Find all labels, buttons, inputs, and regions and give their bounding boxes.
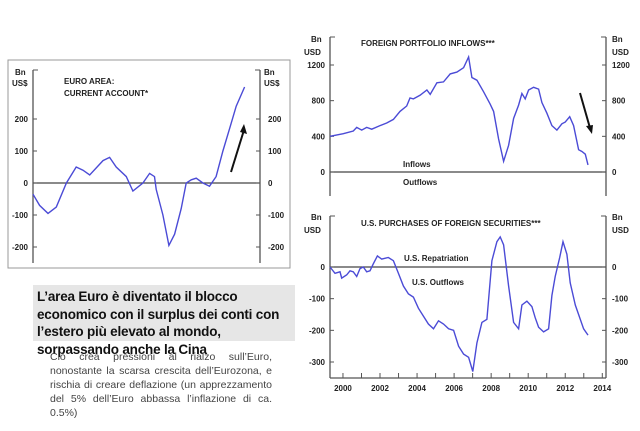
us-purchases-foreign-securities-chart: Bn USD Bn USD U.S. PURCHASES OF FOREIGN …: [304, 213, 629, 393]
body-text: Ciò crea pressioni al rialzo sull’Euro, …: [50, 351, 272, 419]
repatriation-label: U.S. Repatriation: [404, 254, 469, 263]
left-unit-usd: US$: [12, 79, 28, 88]
y-tick-label-right: 400: [612, 132, 626, 141]
inflows-label: Inflows: [403, 160, 431, 169]
down-arrow-head: [586, 125, 593, 134]
left-chart-frame: [7, 59, 291, 269]
y-tick-label-left: 400: [312, 132, 326, 141]
outflows-label: Outflows: [403, 178, 438, 187]
y-tick-label-left: 100: [15, 147, 29, 156]
y-tick-label-right: -100: [612, 295, 629, 304]
y-tick-label-left: -300: [309, 358, 326, 367]
y-tick-label-left: 0: [24, 179, 29, 188]
x-tick-label: 2000: [334, 384, 352, 393]
y-tick-label-right: -100: [268, 211, 285, 220]
x-tick-label: 2002: [371, 384, 389, 393]
chart-title-line1: EURO AREA:: [64, 77, 114, 86]
y-tick-label-left: 1200: [307, 61, 325, 70]
y-tick-label-left: 0: [321, 168, 326, 177]
y-tick-label-right: 800: [612, 97, 626, 106]
y-tick-label-right: -200: [268, 243, 285, 252]
chart-title: U.S. PURCHASES OF FOREIGN SECURITIES***: [361, 219, 541, 228]
y-tick-label-left: -100: [12, 211, 29, 220]
y-tick-label-left: 0: [321, 263, 326, 272]
unit-bn: Bn: [311, 35, 322, 44]
y-tick-label-right: 0: [612, 263, 617, 272]
headline-box: L’area Euro è diventato il blocco econom…: [33, 285, 295, 357]
right-unit-bn: Bn: [264, 68, 275, 77]
up-arrow: [230, 129, 245, 173]
y-tick-label-right: 0: [612, 168, 617, 177]
x-tick-label: 2012: [556, 384, 574, 393]
y-tick-label-right: 0: [268, 179, 273, 188]
right-unit-usd: US$: [264, 79, 280, 88]
unit-bn: Bn: [311, 213, 322, 222]
y-tick-label-left: 800: [312, 97, 326, 106]
y-tick-label-left: -200: [12, 243, 29, 252]
x-tick-label: 2014: [593, 384, 611, 393]
y-tick-label-right: -300: [612, 358, 629, 367]
y-tick-label-right: -200: [612, 326, 629, 335]
x-tick-label: 2004: [408, 384, 426, 393]
x-tick-label: 2008: [482, 384, 500, 393]
y-tick-label-right: 200: [268, 115, 282, 124]
y-tick-label-left: -200: [309, 326, 326, 335]
down-arrow: [579, 92, 591, 129]
series-line: [329, 235, 589, 372]
foreign-portfolio-inflows-chart: Bn USD Bn USD FOREIGN PORTFOLIO INFLOWS*…: [304, 35, 630, 196]
unit-usd: USD: [304, 48, 321, 57]
unit-usd-right: USD: [612, 48, 629, 57]
series-line: [329, 54, 589, 166]
y-tick-label-left: -100: [309, 295, 326, 304]
unit-bn-right: Bn: [612, 35, 623, 44]
outflows-label: U.S. Outflows: [412, 278, 465, 287]
unit-usd: USD: [304, 226, 321, 235]
euro-current-account-chart: Bn US$ Bn US$ EURO AREA: CURRENT ACCOUNT…: [12, 68, 285, 263]
chart-title-line2: CURRENT ACCOUNT*: [64, 89, 149, 98]
left-unit-bn: Bn: [15, 68, 26, 77]
unit-usd-right: USD: [612, 226, 629, 235]
x-tick-label: 2006: [445, 384, 463, 393]
y-tick-label-right: 1200: [612, 61, 630, 70]
unit-bn-right: Bn: [612, 213, 623, 222]
up-arrow-head: [240, 124, 247, 134]
y-tick-label-left: 200: [15, 115, 29, 124]
series-line: [32, 86, 246, 248]
x-tick-label: 2010: [519, 384, 537, 393]
y-tick-label-right: 100: [268, 147, 282, 156]
chart-title: FOREIGN PORTFOLIO INFLOWS***: [361, 39, 496, 48]
